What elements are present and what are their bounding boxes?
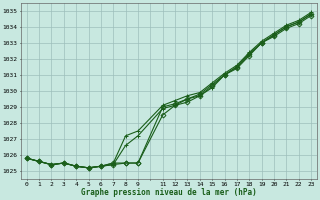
- X-axis label: Graphe pression niveau de la mer (hPa): Graphe pression niveau de la mer (hPa): [81, 188, 257, 197]
